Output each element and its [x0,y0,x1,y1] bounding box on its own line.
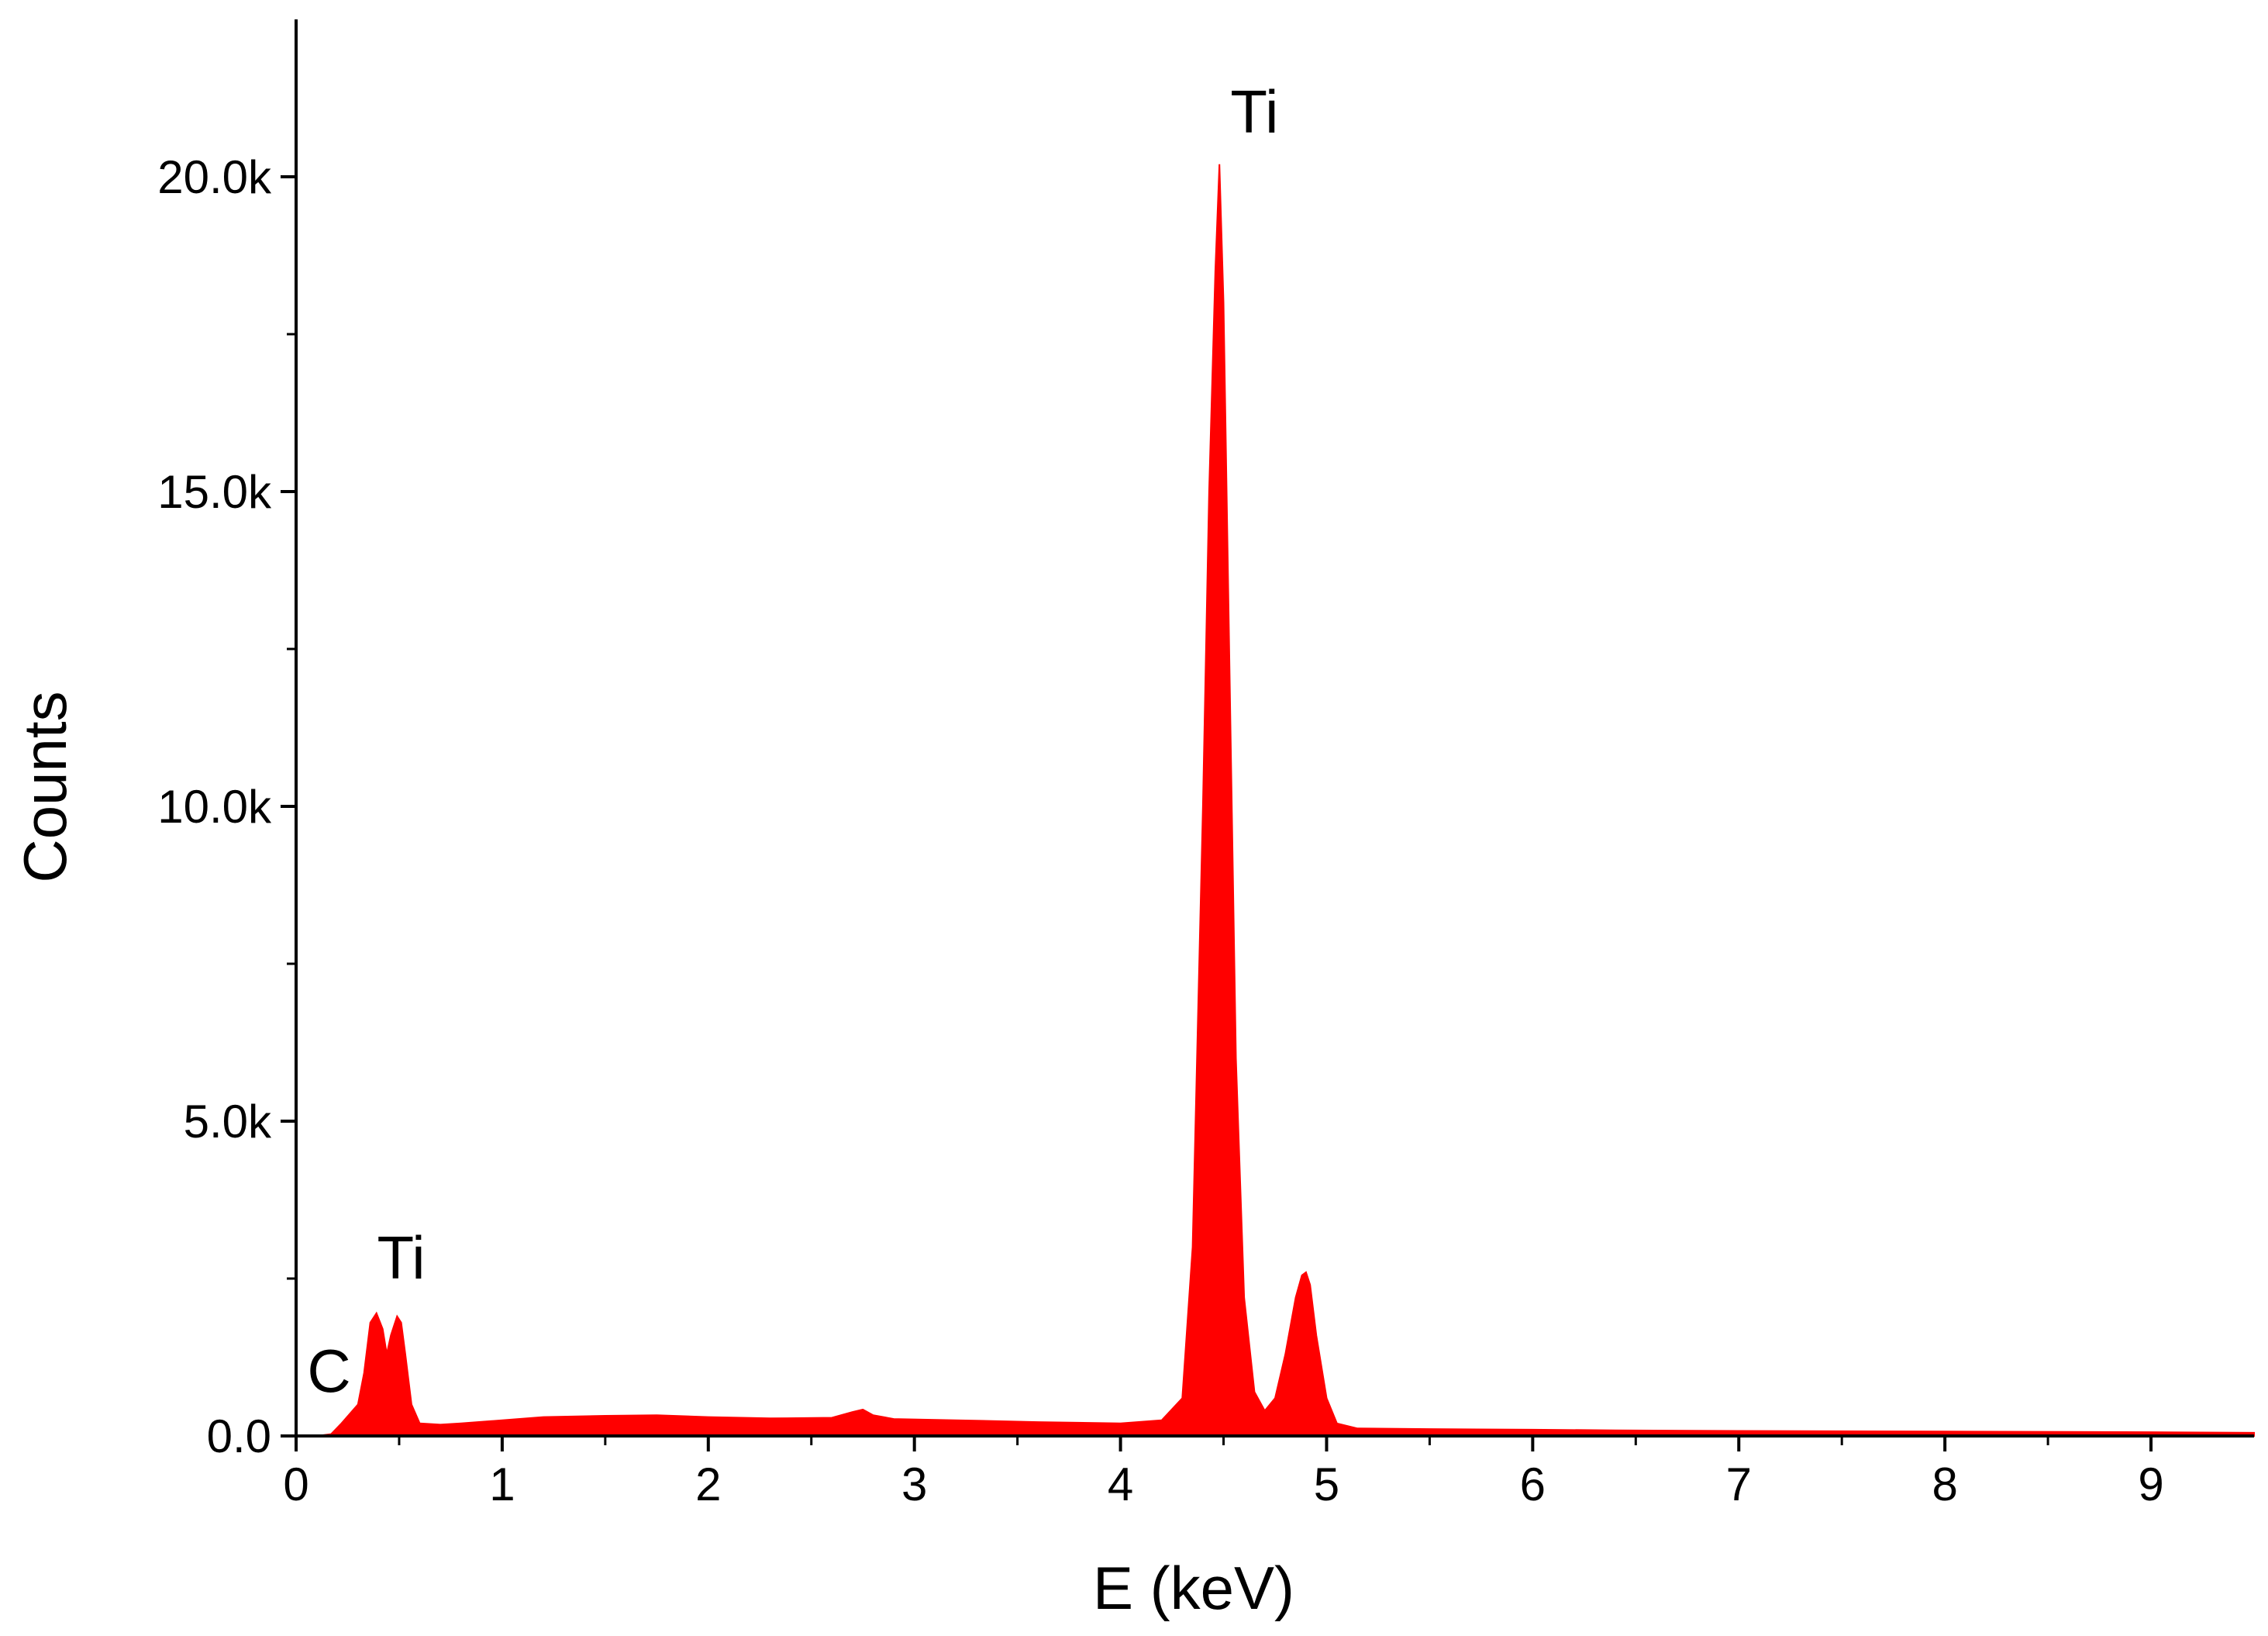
x-axis: 0 1 2 3 4 5 6 7 8 9 [283,1434,2254,1510]
peak-label: Ti [377,1224,426,1292]
x-tick-label: 0 [283,1458,308,1510]
peak-label: C [307,1337,350,1405]
x-tick-label: 5 [1314,1458,1339,1510]
x-tick-label: 7 [1726,1458,1752,1510]
y-tick-label: 0.0 [207,1410,271,1462]
x-tick-label: 9 [2138,1458,2163,1510]
y-tick-label: 10.0k [157,781,272,833]
plot-area [296,164,2255,1437]
x-tick-label: 8 [1932,1458,1957,1510]
x-tick-label: 4 [1108,1458,1133,1510]
y-axis: 0.0 5.0k 10.0k 15.0k 20.0k [157,19,298,1462]
x-tick-label: 1 [489,1458,515,1510]
peak-annotations: C Ti Ti [307,78,1278,1405]
x-tick-label: 3 [901,1458,927,1510]
y-axis-title: Counts [11,691,79,882]
y-tick-label: 20.0k [157,151,272,203]
peak-label: Ti [1230,78,1278,146]
spectrum-area-0 [296,164,2255,1437]
x-tick-label: 2 [695,1458,721,1510]
x-tick-label: 6 [1520,1458,1546,1510]
y-tick-label: 15.0k [157,466,272,518]
y-tick-label: 5.0k [184,1096,272,1148]
x-axis-title: E (keV) [1093,1554,1294,1622]
